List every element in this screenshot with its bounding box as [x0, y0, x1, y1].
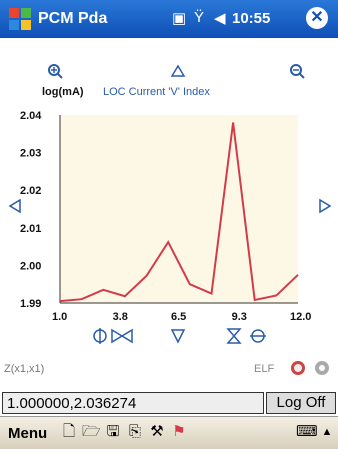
- zoom-in-icon[interactable]: [48, 64, 63, 79]
- x-tick-label: 6.5: [171, 311, 186, 323]
- x-tick-label: 3.8: [113, 311, 128, 323]
- elf-label: ELF: [254, 363, 274, 375]
- menu-button[interactable]: Menu: [8, 425, 48, 442]
- y-tick-labels: 2.04 2.03 2.02 2.01 2.00 1.99: [20, 110, 42, 310]
- series-line: [59, 122, 299, 303]
- y-tick-label: 2.00: [20, 260, 41, 272]
- fit-vertical-icon[interactable]: [250, 329, 266, 343]
- y-tick-label: 2.04: [20, 110, 42, 122]
- x-tick-labels: 1.0 3.8 6.5 9.3 12.0: [52, 311, 311, 323]
- logoff-button[interactable]: Log Off: [266, 392, 336, 414]
- open-folder-icon[interactable]: 🗁: [82, 423, 101, 440]
- plot-background: [60, 115, 298, 303]
- input-selector-icon[interactable]: ▲: [321, 426, 333, 438]
- signal-icon[interactable]: Ÿ: [194, 9, 205, 26]
- copy-icon[interactable]: ⎘: [128, 423, 141, 440]
- new-document-icon[interactable]: 🗋: [62, 423, 76, 440]
- fit-horizontal-icon[interactable]: [93, 328, 107, 344]
- y-tick-label: 1.99: [20, 298, 41, 310]
- save-icon[interactable]: 🖫: [106, 423, 120, 440]
- close-button[interactable]: ✕: [306, 7, 328, 29]
- chart-title: LOC Current 'V' Index: [103, 86, 210, 98]
- scroll-up-icon[interactable]: [170, 64, 186, 77]
- notification-icon[interactable]: ▣: [172, 10, 187, 27]
- menu-bar: Menu 🗋 🗁 🖫 ⎘ ⚒ ⚑ ⌨ ▲: [0, 416, 338, 449]
- clock[interactable]: 10:55: [232, 10, 271, 27]
- scroll-right-icon[interactable]: [319, 198, 332, 214]
- y-tick-label: 2.02: [20, 185, 41, 197]
- zoom-out-icon[interactable]: [290, 64, 305, 79]
- formula-label: Z(x1,x1): [4, 363, 44, 375]
- chart-area: log(mA) LOC Current 'V' Index 2.04 2.03 2.…: [0, 38, 338, 398]
- report-icon[interactable]: ⚑: [172, 423, 186, 440]
- y-tick-label: 2.01: [20, 223, 41, 235]
- zoom-horizontal-icon[interactable]: [111, 328, 133, 344]
- keyboard-icon[interactable]: ⌨: [296, 423, 318, 440]
- tools-icon[interactable]: ⚒: [150, 423, 164, 440]
- zoom-vertical-icon[interactable]: [226, 328, 242, 344]
- reset-icon[interactable]: [315, 361, 329, 375]
- y-axis-label: log(mA): [42, 86, 84, 98]
- x-tick-label: 9.3: [232, 311, 247, 323]
- zoom-tool-icon[interactable]: [291, 361, 305, 375]
- windows-start-icon[interactable]: [8, 7, 32, 31]
- title-bar: PCM Pda ▣ Ÿ ◀ 10:55 ✕: [0, 0, 338, 38]
- app-title: PCM Pda: [38, 10, 108, 27]
- scroll-left-icon[interactable]: [8, 198, 21, 214]
- scroll-down-icon[interactable]: [170, 329, 186, 344]
- coordinate-readout: 1.000000,2.036274: [2, 392, 264, 414]
- chart-svg: log(mA) LOC Current 'V' Index 2.042.032.…: [4, 64, 332, 375]
- y-tick-label: 2.03: [20, 148, 41, 160]
- x-tick-label: 1.0: [52, 311, 67, 323]
- x-tick-label: 12.0: [290, 311, 311, 323]
- volume-icon[interactable]: ◀: [214, 10, 226, 27]
